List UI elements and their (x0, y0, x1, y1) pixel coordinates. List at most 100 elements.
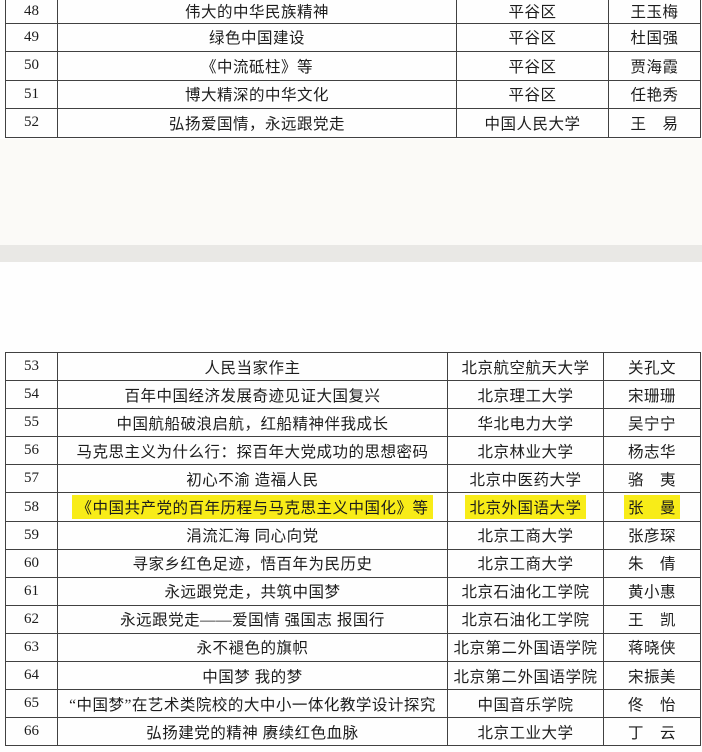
entry-person-name: 王 凯 (627, 612, 676, 630)
entry-number: 62 (24, 610, 39, 627)
table-row: 61 永远跟党走，共筑中国梦 北京石油化工学院 黄小惠 (5, 576, 701, 606)
cell-name: 宋珊珊 (603, 380, 701, 410)
cell-name: 丁 云 (603, 717, 701, 747)
entry-number: 61 (24, 582, 39, 599)
cell-no: 53 (5, 351, 58, 382)
cell-name: 贾海霞 (608, 51, 701, 81)
cell-no: 63 (5, 632, 58, 663)
entry-person-name: 任艳秀 (630, 87, 679, 105)
table-row: 49 绿色中国建设 平谷区 杜国强 (5, 22, 701, 52)
entry-organization: 平谷区 (508, 30, 557, 48)
table-row: 57 初心不渝 造福人民 北京中医药大学 骆 夷 (5, 464, 701, 494)
entry-title: 寻家乡红色足迹，悟百年为民历史 (132, 556, 373, 574)
cell-org: 北京石油化工学院 (447, 576, 604, 606)
entry-organization: 北京工业大学 (477, 724, 574, 742)
cell-org: 北京工商大学 (447, 520, 604, 550)
entry-organization: 北京航空航天大学 (461, 359, 590, 377)
entry-person-name: 宋振美 (627, 668, 676, 686)
cell-title: 博大精深的中华文化 (57, 79, 457, 109)
entry-title: 马克思主义为什么行：探百年大党成功的思想密码 (76, 443, 429, 461)
entry-title: 人民当家作主 (204, 359, 301, 377)
table-row: 50 《中流砥柱》等 平谷区 贾海霞 (5, 51, 701, 81)
cell-no: 56 (5, 436, 58, 466)
entry-title: 永远跟党走——爱国情 强国志 报国行 (120, 612, 385, 630)
table-row: 52 弘扬爱国情，永远跟党走 中国人民大学 王 易 (5, 108, 701, 138)
entry-person-name: 吴宁宁 (627, 415, 676, 433)
cell-no: 62 (5, 604, 58, 634)
cell-title: 绿色中国建设 (57, 22, 457, 52)
entry-title: 百年中国经济发展奇迹见证大国复兴 (124, 387, 381, 405)
entry-number: 53 (24, 358, 39, 375)
award-table-top-body: 48 伟大的中华民族精神 平谷区 王玉梅 49 绿色中国建设 平谷区 杜国强 50 《中流砥柱》等… (5, 0, 701, 138)
entry-number: 66 (24, 723, 39, 740)
entry-organization: 北京石油化工学院 (461, 612, 590, 630)
cell-title: 中国梦 我的梦 (57, 661, 448, 691)
cell-title: 初心不渝 造福人民 (57, 464, 448, 494)
cell-name: 任艳秀 (608, 79, 701, 109)
cell-no: 48 (5, 0, 58, 24)
cell-org: 北京石油化工学院 (447, 604, 604, 634)
entry-person-name: 张彦琛 (627, 528, 676, 546)
entry-title: 《中国共产党的百年历程与马克思主义中国化》等 (72, 495, 433, 520)
entry-title: 博大精深的中华文化 (184, 87, 329, 105)
entry-person-name: 杨志华 (627, 443, 676, 461)
cell-org: 北京航空航天大学 (447, 351, 604, 382)
cell-name: 王 凯 (603, 604, 701, 634)
cell-name: 宋振美 (603, 661, 701, 691)
entry-number: 51 (24, 85, 39, 102)
cell-name: 朱 倩 (603, 548, 701, 578)
entry-organization: 北京林业大学 (477, 443, 574, 461)
entry-organization: 平谷区 (508, 4, 557, 22)
table-row: 54 百年中国经济发展奇迹见证大国复兴 北京理工大学 宋珊珊 (5, 380, 701, 410)
cell-no: 61 (5, 576, 58, 606)
cell-title: 人民当家作主 (57, 351, 448, 382)
first-page-bottom-tint (0, 139, 702, 245)
cell-org: 北京第二外国语学院 (447, 632, 604, 663)
cell-org: 北京中医药大学 (447, 464, 604, 494)
cell-no: 65 (5, 689, 58, 719)
table-row: 66 弘扬建党的精神 赓续红色血脉 北京工业大学 丁 云 (5, 717, 701, 747)
entry-organization: 北京外国语大学 (465, 495, 586, 520)
entry-organization: 北京石油化工学院 (461, 584, 590, 602)
entry-title: 伟大的中华民族精神 (184, 4, 329, 22)
cell-name: 黄小惠 (603, 576, 701, 606)
entry-person-name: 朱 倩 (627, 556, 676, 574)
entry-title: “中国梦”在艺术类院校的大中小一体化教学设计探究 (69, 696, 436, 714)
entry-person-name: 关孔文 (627, 359, 676, 377)
entry-number: 55 (24, 414, 39, 431)
table-row: 64 中国梦 我的梦 北京第二外国语学院 宋振美 (5, 661, 701, 691)
cell-title: 弘扬建党的精神 赓续红色血脉 (57, 717, 448, 747)
entry-organization: 中国人民大学 (484, 115, 581, 133)
cell-name: 王 易 (608, 108, 701, 138)
table-row: 56 马克思主义为什么行：探百年大党成功的思想密码 北京林业大学 杨志华 (5, 436, 701, 466)
cell-name: 张彦琛 (603, 520, 701, 550)
table-row: 48 伟大的中华民族精神 平谷区 王玉梅 (5, 0, 701, 24)
entry-title: 中国梦 我的梦 (202, 668, 303, 686)
cell-title: 百年中国经济发展奇迹见证大国复兴 (57, 380, 448, 410)
entry-number: 59 (24, 526, 39, 543)
entry-person-name: 杜国强 (630, 30, 679, 48)
cell-title: 中国航船破浪启航，红船精神伴我成长 (57, 408, 448, 438)
cell-no: 66 (5, 717, 58, 747)
entry-title: 初心不渝 造福人民 (186, 471, 319, 489)
entry-organization: 平谷区 (508, 58, 557, 76)
table-row: 51 博大精深的中华文化 平谷区 任艳秀 (5, 79, 701, 109)
entry-title: 永远跟党走，共筑中国梦 (164, 584, 341, 602)
entry-person-name: 佟 怡 (627, 696, 676, 714)
entry-person-name: 黄小惠 (627, 584, 676, 602)
cell-no: 54 (5, 380, 58, 410)
entry-person-name: 贾海霞 (630, 58, 679, 76)
cell-name: 王玉梅 (608, 0, 701, 24)
cell-name: 骆 夷 (603, 464, 701, 494)
entry-number: 52 (24, 114, 39, 131)
cell-name: 佟 怡 (603, 689, 701, 719)
award-table-top: 48 伟大的中华民族精神 平谷区 王玉梅 49 绿色中国建设 平谷区 杜国强 50 《中流砥柱》等… (5, 0, 701, 138)
page-separator-band (0, 245, 702, 262)
cell-name: 吴宁宁 (603, 408, 701, 438)
entry-title: 永不褪色的旗帜 (196, 640, 309, 658)
cell-title: 伟大的中华民族精神 (57, 0, 457, 24)
cell-title: 《中国共产党的百年历程与马克思主义中国化》等 (57, 492, 448, 522)
cell-no: 59 (5, 520, 58, 550)
entry-person-name: 王玉梅 (630, 4, 679, 22)
